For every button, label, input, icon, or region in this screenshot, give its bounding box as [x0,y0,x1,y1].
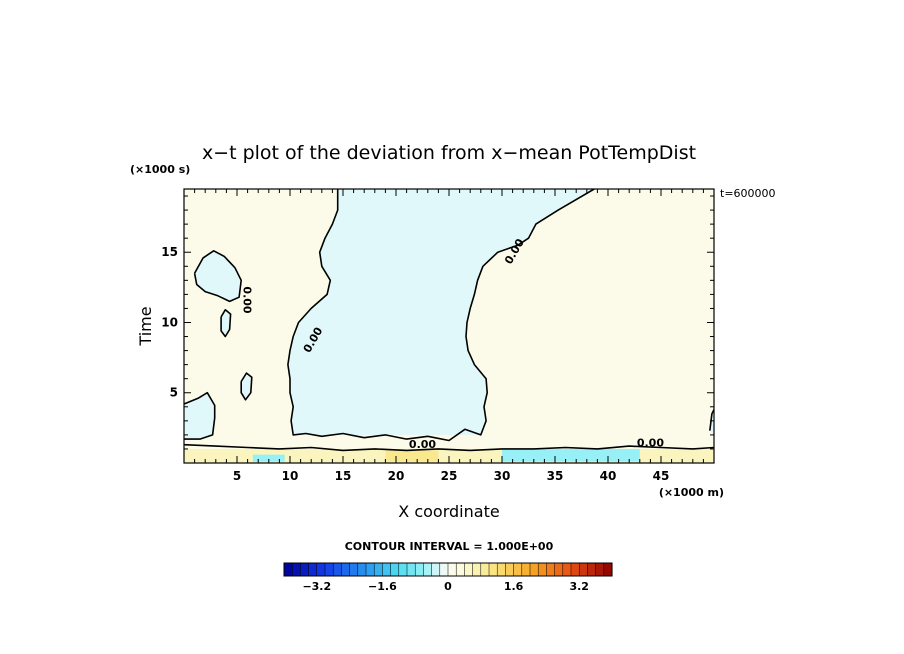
colorbar-cell [578,562,588,577]
region-bottom-cool-strip [502,448,640,462]
colorbar-cell [300,562,310,577]
colorbar-cell [308,562,318,577]
colorbar-tick-label: 0 [444,580,452,593]
colorbar-cell [537,562,547,577]
x-tick-label: 45 [653,469,670,483]
region-cool-left-bottom [184,392,215,440]
colorbar-cell [447,562,457,577]
colorbar-cell [587,562,597,577]
colorbar-cell [472,562,482,577]
contour-label: 0.00 [409,438,436,451]
colorbar-cell [332,562,342,577]
region-warm [184,189,714,449]
x-tick-label: 10 [282,469,299,483]
contour-line-6 [709,409,714,431]
colorbar-cell [521,562,531,577]
colorbar-cell [529,562,539,577]
contour-line-layer [184,189,714,452]
colorbar-cell [283,562,293,577]
colorbar-tick-label: 1.6 [504,580,524,593]
x-tick-label: 40 [600,469,617,483]
x-tick-label: 30 [494,469,511,483]
contour-line-5 [184,443,714,452]
x-tick-label: 5 [233,469,241,483]
y-tick-label: 15 [161,245,178,259]
colorbar-cell [414,562,424,577]
x-axis-unit: (×1000 m) [659,486,724,499]
y-tick-label: 10 [161,315,178,329]
colorbar-cell [554,562,564,577]
colorbar-tick-label: 3.2 [569,580,589,593]
contour-line-4 [184,391,216,440]
x-tick-label: 15 [335,469,352,483]
colorbar-cell [431,562,441,577]
x-tick-label: 25 [441,469,458,483]
colorbar-cell [357,562,367,577]
colorbar-cell [488,562,498,577]
chart-title: x−t plot of the deviation from x−mean Po… [202,142,696,164]
colorbar-cell [480,562,490,577]
colorbar-cell [382,562,392,577]
colorbar-tick-label: −1.6 [368,580,397,593]
colorbar-cell [406,562,416,577]
y-tick-label: 5 [170,386,178,400]
colorbar-cell [546,562,556,577]
x-tick-label: 20 [388,469,405,483]
x-tick-label: 35 [547,469,564,483]
colorbar-cell [373,562,383,577]
colorbar-cell [570,562,580,577]
colorbar-cell [349,562,359,577]
plot-area: 0.000.000.000.00 0.00 5 10 15 20 25 30 35 40 4551… [161,188,715,483]
colorbar-cell [365,562,375,577]
colorbar-cell [341,562,351,577]
colorbar-cell [595,562,605,577]
time-annotation: t=600000 [720,187,776,200]
contour-line-2 [220,309,232,338]
contour-line-1 [193,250,242,303]
colorbar-cell [496,562,506,577]
colorbar-cell [513,562,523,577]
contour-line-0 [287,189,595,442]
colorbar: −3.2 −1.6 0 1.6 3.2 [283,562,613,593]
colorbar-cell [398,562,408,577]
colorbar-cell [390,562,400,577]
region-cool-left-loop [194,250,242,302]
colorbar-tick-label: −3.2 [302,580,331,593]
colorbar-cell [291,562,301,577]
colorbar-cell [455,562,465,577]
axis-ticks: 5 10 15 20 25 30 35 40 45 5 10 15 [161,189,714,483]
contour-label: 0.00 [240,286,253,313]
contour-label: 0.00 [637,437,664,450]
colorbar-frame [283,562,613,577]
region-bottom-cool-left [252,454,285,462]
contour-interval-text: CONTOUR INTERVAL = 1.000E+00 [345,540,554,553]
region-cool-center [287,189,595,435]
colorbar-cell [562,562,572,577]
colorbar-cell [505,562,515,577]
contour-line-3 [240,372,253,401]
colorbar-cell [423,562,433,577]
region-cool-small-loop-a [221,309,231,337]
colorbar-cell [324,562,334,577]
contour-fill-layer [184,189,714,463]
region-bottom-warm-patch [385,450,439,462]
colorbar-cell [439,562,449,577]
y-axis-unit: (×1000 s) [130,163,190,176]
colorbar-cell [316,562,326,577]
region-cool-small-loop-b [241,373,252,400]
colorbar-cell [464,562,474,577]
x-axis-label: X coordinate [398,502,499,521]
colorbar-cell [603,562,613,577]
y-axis-label: Time [136,306,155,346]
